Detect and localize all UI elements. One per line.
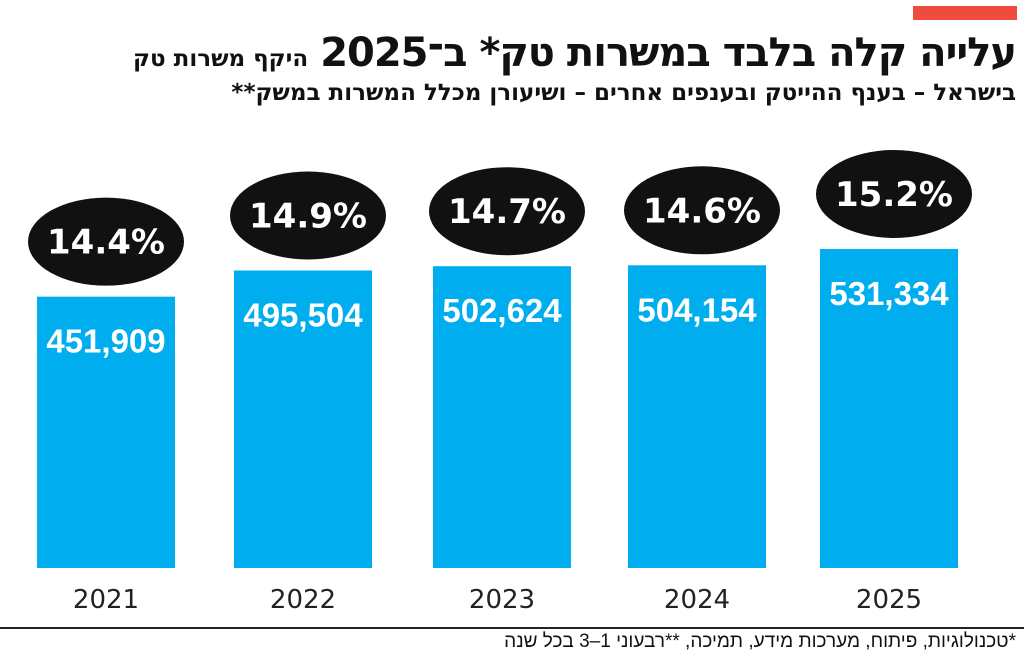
share-ellipse xyxy=(28,197,184,286)
accent-bar xyxy=(913,6,1017,20)
value-label: 502,624 xyxy=(442,292,562,329)
bar-2024 xyxy=(628,265,766,568)
bar-2022 xyxy=(234,270,372,568)
share-label: 14.9% xyxy=(249,196,367,236)
bar-2025 xyxy=(820,248,958,569)
chart-subtitle: בישראל – בענף ההייטק ובענפים אחרים – ושי… xyxy=(231,80,1016,106)
value-label: 504,154 xyxy=(637,291,757,328)
title-main: עלייה קלה בלבד במשרות טק* ב־2025 xyxy=(320,30,1017,76)
share-label: 14.4% xyxy=(47,223,165,263)
bar-2023 xyxy=(433,266,571,568)
value-label: 451,909 xyxy=(46,323,165,360)
x-tick-label: 2021 xyxy=(73,585,139,615)
share-ellipse xyxy=(624,166,780,255)
share-label: 14.7% xyxy=(448,192,566,232)
share-label: 15.2% xyxy=(835,175,953,215)
x-tick-label: 2025 xyxy=(856,585,922,615)
footnote: *טכנולוגיות, פיתוח, מערכות מידע, תמיכה, … xyxy=(504,631,1016,652)
bar-2021 xyxy=(37,296,175,568)
value-label: 531,334 xyxy=(829,275,949,312)
share-ellipse xyxy=(429,167,585,256)
x-tick-label: 2024 xyxy=(664,585,730,615)
x-tick-label: 2022 xyxy=(270,585,336,615)
share-ellipse xyxy=(230,171,386,260)
x-tick-label: 2023 xyxy=(469,585,535,615)
share-ellipse xyxy=(816,149,972,238)
share-label: 14.6% xyxy=(643,191,761,231)
chart-title: עלייה קלה בלבד במשרות טק* ב־2025 היקף משר… xyxy=(133,30,1017,76)
divider xyxy=(0,627,1024,629)
title-sub: היקף משרות טק xyxy=(133,46,309,72)
value-label: 495,504 xyxy=(243,296,363,333)
